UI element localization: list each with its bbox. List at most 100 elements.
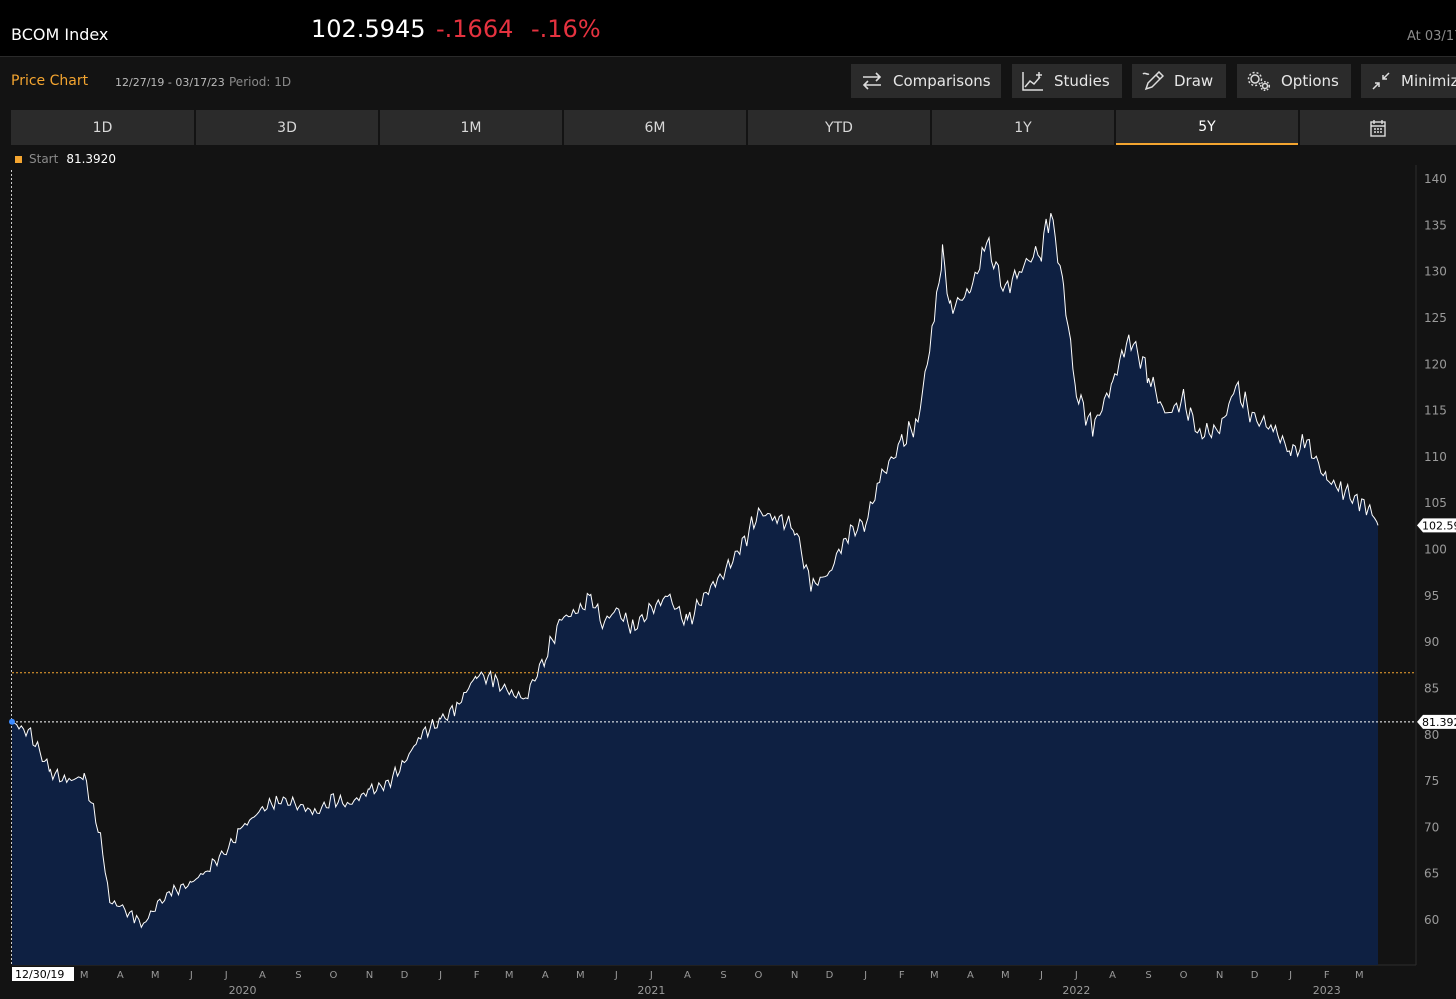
percent-change: -.16% — [531, 15, 601, 43]
x-month-tick: D — [826, 970, 834, 981]
y-tick-label: 105 — [1424, 496, 1447, 510]
last-value-tag: 102.59 — [1417, 518, 1456, 533]
tab-6m[interactable]: 6M — [564, 110, 746, 145]
comparisons-button[interactable]: Comparisons — [851, 64, 1001, 98]
start-marker — [9, 718, 15, 725]
tab-3d[interactable]: 3D — [196, 110, 378, 145]
tab-1y[interactable]: 1Y — [932, 110, 1114, 145]
y-tick-label: 75 — [1424, 774, 1439, 788]
x-month-tick: M — [576, 970, 585, 981]
x-month-tick: J — [224, 970, 228, 981]
x-month-tick: A — [542, 970, 549, 981]
legend-swatch — [15, 155, 22, 163]
options-label: Options — [1281, 72, 1339, 90]
x-month-tick: J — [614, 970, 618, 981]
x-month-tick: O — [1180, 970, 1188, 981]
gears-icon — [1247, 71, 1271, 91]
x-month-tick: A — [117, 970, 124, 981]
draw-label: Draw — [1174, 72, 1214, 90]
y-tick-label: 120 — [1424, 357, 1447, 371]
pencil-icon — [1142, 71, 1164, 91]
calendar-button[interactable] — [1300, 110, 1456, 145]
x-month-tick: A — [684, 970, 691, 981]
period-label[interactable]: Period: 1D — [229, 75, 292, 89]
x-month-tick: J — [438, 970, 442, 981]
y-tick-label: 85 — [1424, 681, 1439, 695]
legend-label: Start — [29, 152, 59, 166]
chart-plus-icon — [1022, 72, 1043, 91]
y-tick-label: 95 — [1424, 589, 1439, 603]
x-month-tick: S — [1145, 970, 1151, 981]
x-month-tick: O — [755, 970, 763, 981]
calendar-icon — [1370, 119, 1386, 137]
y-tick-label: 65 — [1424, 867, 1439, 881]
y-tick-label: 115 — [1424, 404, 1447, 418]
arrows-swap-icon — [862, 72, 882, 90]
x-month-tick: M — [80, 970, 89, 981]
y-tick-label: 70 — [1424, 820, 1439, 834]
y-tick-label: 110 — [1424, 450, 1447, 464]
price-chart[interactable]: 140 135 130 125 120 115 110 105 100 95 90 85 80 75 70 6… — [0, 165, 1456, 999]
x-month-tick: J — [863, 970, 867, 981]
x-year-label: 2022 — [1062, 984, 1090, 997]
y-tick-label: 80 — [1424, 728, 1439, 742]
y-tick-label: 90 — [1424, 635, 1439, 649]
y-tick-label: 140 — [1424, 172, 1447, 186]
comparisons-label: Comparisons — [893, 72, 991, 90]
x-month-tick: M — [930, 970, 939, 981]
ticker-symbol[interactable]: BCOM Index — [11, 25, 109, 44]
x-month-tick: S — [720, 970, 726, 981]
y-tick-label: 135 — [1424, 218, 1447, 232]
x-month-tick: N — [791, 970, 798, 981]
y-tick-label: 130 — [1424, 265, 1447, 279]
start-value-tag-label: 81.392 — [1422, 716, 1456, 729]
y-tick-label: 125 — [1424, 311, 1447, 325]
x-month-tick: F — [474, 970, 480, 981]
x-month-tick: D — [1251, 970, 1259, 981]
security-header: BCOM Index 102.5945 -.1664 -.16% At 03/1… — [0, 0, 1456, 57]
draw-button[interactable]: Draw — [1132, 64, 1226, 98]
x-month-tick: M — [505, 970, 514, 981]
range-tabs: 1D 3D 1M 6M YTD 1Y 5Y — [11, 110, 1456, 145]
tab-ytd[interactable]: YTD — [748, 110, 930, 145]
options-button[interactable]: Options — [1237, 64, 1351, 98]
x-year-label: 2020 — [229, 984, 257, 997]
x-start-label-bg — [12, 967, 74, 981]
tab-1d[interactable]: 1D — [11, 110, 194, 145]
last-value-tag-bg — [1417, 518, 1456, 533]
tab-5y[interactable]: 5Y — [1116, 110, 1298, 145]
tab-1m[interactable]: 1M — [380, 110, 562, 145]
price-line — [11, 213, 1379, 929]
chart-toolbar: Price Chart 12/27/19 - 03/17/23 Period: … — [0, 57, 1456, 107]
studies-button[interactable]: Studies — [1012, 64, 1122, 98]
x-start-label: 12/30/19 — [15, 968, 64, 981]
x-month-tick: M — [1001, 970, 1010, 981]
x-month-tick: F — [899, 970, 905, 981]
y-tick-label: 100 — [1424, 543, 1447, 557]
last-price: 102.5945 — [311, 15, 426, 43]
legend-value: 81.3920 — [66, 152, 116, 166]
x-month-tick: M — [151, 970, 160, 981]
as-of-time: At 03/17 — [1407, 29, 1456, 44]
start-value-tag: 81.392 — [1417, 714, 1456, 729]
minimize-label: Minimize — [1401, 72, 1456, 90]
x-month-tick: N — [366, 970, 373, 981]
minimize-icon — [1372, 72, 1390, 90]
chart-title: Price Chart — [11, 73, 89, 89]
x-month-tick: J — [649, 970, 653, 981]
date-range[interactable]: 12/27/19 - 03/17/23 — [115, 76, 225, 89]
x-month-tick: J — [1039, 970, 1043, 981]
x-month-tick: J — [1288, 970, 1292, 981]
x-month-tick: A — [1109, 970, 1116, 981]
start-value-tag-bg — [1417, 714, 1456, 729]
x-month-tick: J — [1074, 970, 1078, 981]
x-month-tick: N — [1216, 970, 1223, 981]
minimize-button[interactable]: Minimize — [1361, 64, 1456, 98]
x-month-tick: A — [259, 970, 266, 981]
studies-label: Studies — [1054, 72, 1110, 90]
net-change: -.1664 — [436, 15, 514, 43]
price-area — [12, 213, 1378, 965]
x-month-tick: F — [1324, 970, 1330, 981]
x-month-tick: A — [967, 970, 974, 981]
x-month-tick: D — [401, 970, 409, 981]
